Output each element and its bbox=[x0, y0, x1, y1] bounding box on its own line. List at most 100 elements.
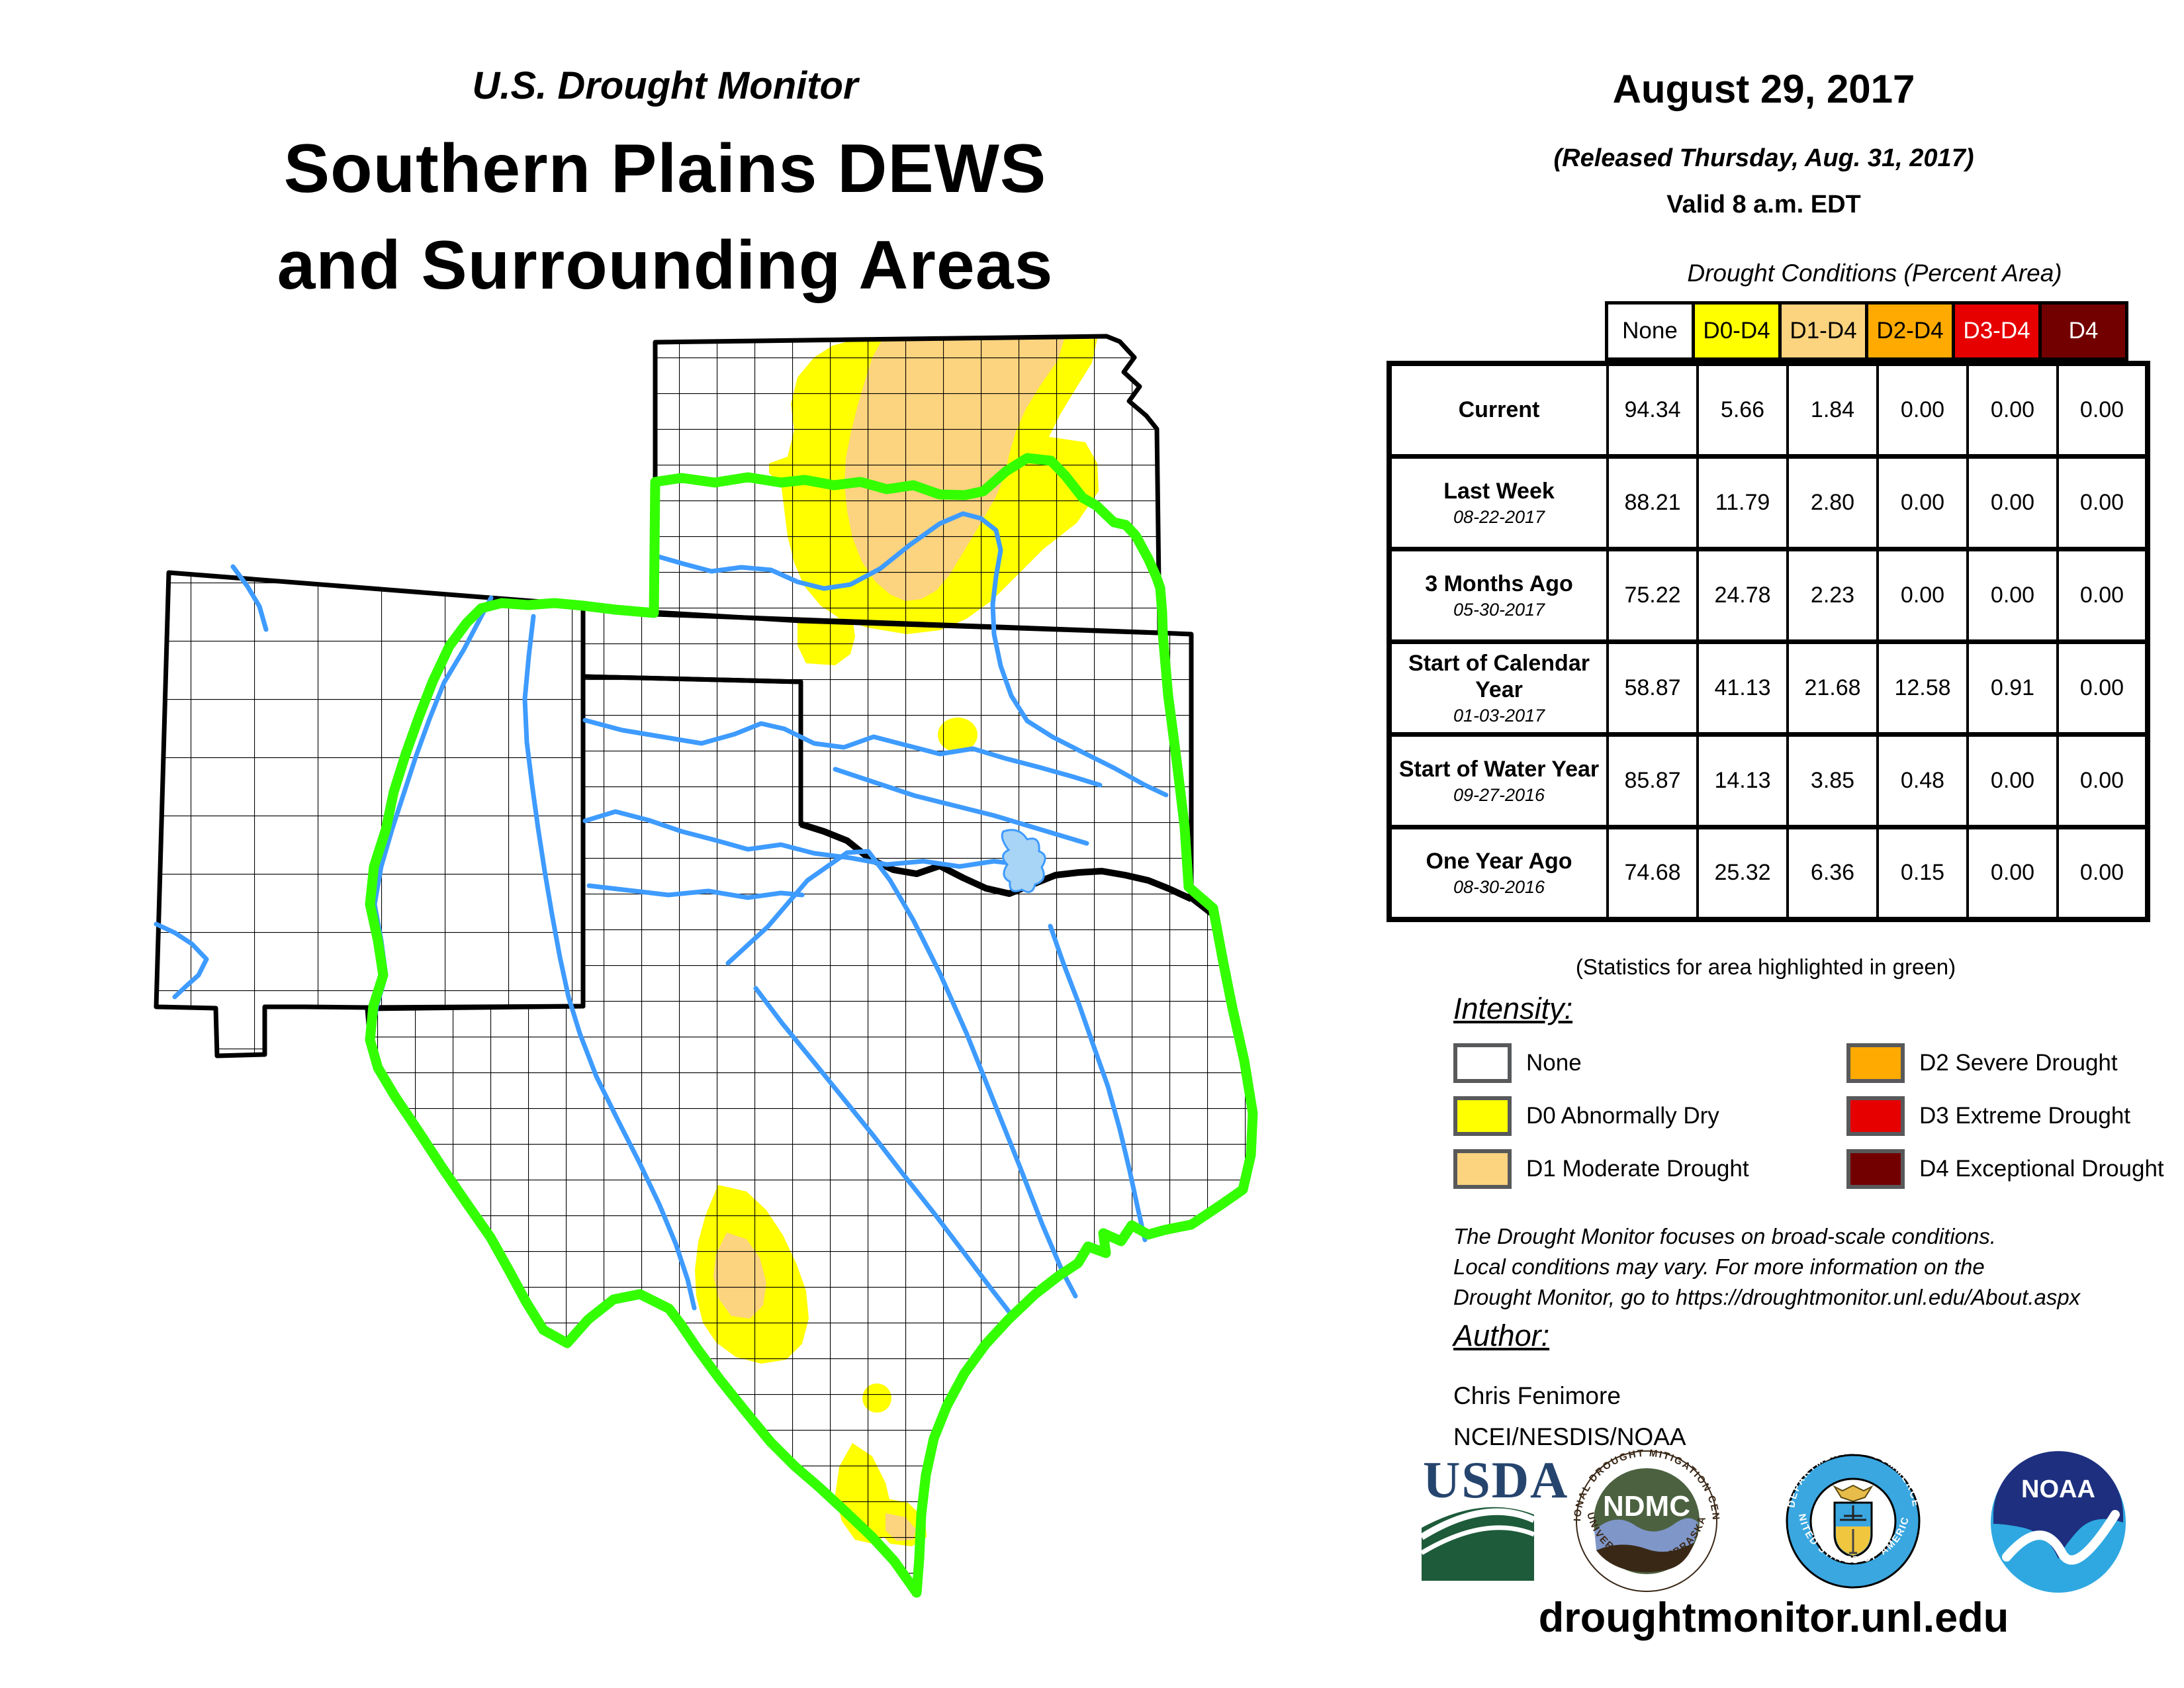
table-cell: 11.79 bbox=[1696, 453, 1789, 551]
table-cell: 0.00 bbox=[2056, 453, 2149, 551]
disclaimer-text: The Drought Monitor focuses on broad-sca… bbox=[1453, 1221, 2080, 1313]
noaa-logo: NOAA bbox=[1991, 1451, 2126, 1593]
column-header-none: None bbox=[1605, 301, 1695, 361]
column-header-d0-d4: D0-D4 bbox=[1692, 301, 1782, 361]
table-cell: 0.00 bbox=[1966, 824, 2059, 922]
column-header-d4: D4 bbox=[2038, 301, 2128, 361]
disclaimer-line: Local conditions may vary. For more info… bbox=[1453, 1254, 1985, 1279]
state-shapes bbox=[154, 334, 1255, 1595]
author-name: Chris Fenimore bbox=[1453, 1382, 1621, 1409]
table-row: One Year Ago 08-30-2016 74.68 25.32 6.36 0.15… bbox=[1388, 824, 2149, 922]
intensity-legend-heading: Intensity: bbox=[1453, 992, 1573, 1025]
table-cell: 21.68 bbox=[1786, 639, 1879, 737]
table-cell: 0.00 bbox=[2056, 546, 2149, 644]
legend-item: D2 Severe Drought bbox=[1846, 1037, 2164, 1090]
usda-logo: USDA bbox=[1420, 1451, 1569, 1581]
noaa-seagull-icon bbox=[2002, 1510, 2120, 1565]
table-cell: 25.32 bbox=[1696, 824, 1789, 922]
table-cell: 24.78 bbox=[1696, 546, 1789, 644]
ndmc-soil-icon bbox=[1596, 1542, 1694, 1572]
disclaimer-line: The Drought Monitor focuses on broad-sca… bbox=[1453, 1224, 1996, 1248]
row-label: Current bbox=[1388, 361, 1609, 459]
lake-texoma bbox=[1001, 829, 1046, 894]
ndmc-wordmark: NDMC bbox=[1603, 1490, 1690, 1523]
table-cell: 0.48 bbox=[1876, 731, 1969, 829]
river-san-juan bbox=[230, 564, 269, 632]
table-cell: 75.22 bbox=[1606, 546, 1699, 644]
legend-item: D4 Exceptional Drought bbox=[1846, 1143, 2164, 1196]
author-organization: NCEI/NESDIS/NOAA bbox=[1453, 1423, 1686, 1450]
legend-swatch bbox=[1846, 1149, 1905, 1189]
map-title-line1: Southern Plains DEWS bbox=[283, 130, 1047, 207]
legend-label: D0 Abnormally Dry bbox=[1526, 1103, 1719, 1129]
doc-eagle-icon bbox=[1833, 1484, 1874, 1503]
legend-swatch bbox=[1846, 1043, 1905, 1083]
table-cell: 2.23 bbox=[1786, 546, 1879, 644]
legend-label: D2 Severe Drought bbox=[1919, 1050, 2118, 1076]
river-colorado-tx bbox=[753, 986, 1017, 1321]
usda-swoosh-icon bbox=[1420, 1508, 1536, 1540]
table-row: 3 Months Ago 05-30-2017 75.22 24.78 2.23 0.00… bbox=[1388, 546, 2149, 644]
red-river-border bbox=[799, 821, 1193, 902]
table-cell: 74.68 bbox=[1606, 824, 1699, 922]
row-label: Start of Water Year 09-27-2016 bbox=[1388, 731, 1609, 829]
table-cell: 0.00 bbox=[1966, 361, 2059, 459]
legend-swatch bbox=[1846, 1096, 1905, 1136]
noaa-wordmark: NOAA bbox=[2021, 1476, 2095, 1503]
table-cell: 14.13 bbox=[1696, 731, 1789, 829]
report-valid-time: Valid 8 a.m. EDT bbox=[1666, 191, 1861, 218]
river-prairie-dog-brazos bbox=[725, 849, 1078, 1299]
legend-label: D1 Moderate Drought bbox=[1526, 1156, 1749, 1182]
table-cell: 0.00 bbox=[2056, 361, 2149, 459]
table-cell: 0.00 bbox=[1876, 361, 1969, 459]
map-supertitle: U.S. Drought Monitor bbox=[472, 64, 858, 107]
doc-ship-icon bbox=[1840, 1505, 1866, 1521]
table-row: Last Week 08-22-2017 88.21 11.79 2.80 0.00 0.0… bbox=[1388, 453, 2149, 551]
river-north-canadian bbox=[833, 767, 1089, 846]
row-label: Start of Calendar Year 01-03-2017 bbox=[1388, 639, 1609, 737]
table-cell: 0.00 bbox=[2056, 731, 2149, 829]
legend-item: D3 Extreme Drought bbox=[1846, 1090, 2164, 1143]
legend-item: D1 Moderate Drought bbox=[1453, 1143, 1749, 1196]
row-label: 3 Months Ago 05-30-2017 bbox=[1388, 546, 1609, 644]
table-cell: 2.80 bbox=[1786, 453, 1879, 551]
table-cell: 0.00 bbox=[1876, 453, 1969, 551]
legend-label: None bbox=[1526, 1050, 1582, 1076]
table-cell: 5.66 bbox=[1696, 361, 1789, 459]
disclaimer-line: Drought Monitor, go to https://droughtmo… bbox=[1453, 1285, 2081, 1309]
river-red-upper bbox=[586, 883, 805, 900]
table-cell: 1.84 bbox=[1786, 361, 1879, 459]
table-cell: 0.91 bbox=[1966, 639, 2059, 737]
map-state-new-mexico bbox=[154, 570, 586, 1058]
table-title: Drought Conditions (Percent Area) bbox=[1687, 259, 2062, 287]
map-title-line2: and Surrounding Areas bbox=[277, 227, 1054, 304]
usda-wordmark: USDA bbox=[1423, 1451, 1569, 1509]
legend-swatch bbox=[1453, 1096, 1512, 1136]
ndmc-wave-icon bbox=[1594, 1518, 1698, 1552]
river-cimarron bbox=[582, 718, 1103, 788]
river-pecos bbox=[522, 614, 697, 1311]
table-row: Current 94.34 5.66 1.84 0.00 0.00 0.00 bbox=[1388, 361, 2149, 459]
table-cell: 3.85 bbox=[1786, 731, 1879, 829]
river-gila bbox=[154, 921, 209, 1000]
table-cell: 12.58 bbox=[1876, 639, 1969, 737]
noaa-dark-top bbox=[1993, 1451, 2123, 1559]
table-cell: 0.00 bbox=[2056, 824, 2149, 922]
table-row: Start of Water Year 09-27-2016 85.87 14.13 3… bbox=[1388, 731, 2149, 829]
river-trinity bbox=[1048, 923, 1148, 1243]
legend-label: D3 Extreme Drought bbox=[1919, 1103, 2131, 1129]
legend-item: None bbox=[1453, 1037, 1749, 1090]
intensity-legend-left-column: None D0 Abnormally Dry D1 Moderate Drought bbox=[1453, 1037, 1749, 1196]
table-cell: 41.13 bbox=[1696, 639, 1789, 737]
table-cell: 58.87 bbox=[1606, 639, 1699, 737]
table-cell: 85.87 bbox=[1606, 731, 1699, 829]
legend-label: D4 Exceptional Drought bbox=[1919, 1156, 2164, 1182]
dews-region-outline bbox=[365, 453, 1258, 1598]
table-cell: 0.00 bbox=[1966, 731, 2059, 829]
table-cell: 0.15 bbox=[1876, 824, 1969, 922]
table-cell: 0.00 bbox=[1966, 546, 2059, 644]
table-footnote: (Statistics for area highlighted in gree… bbox=[1575, 955, 1956, 979]
table-row: Start of Calendar Year 01-03-2017 58.87 41.… bbox=[1388, 639, 2149, 737]
column-header-d1-d4: D1-D4 bbox=[1778, 301, 1868, 361]
